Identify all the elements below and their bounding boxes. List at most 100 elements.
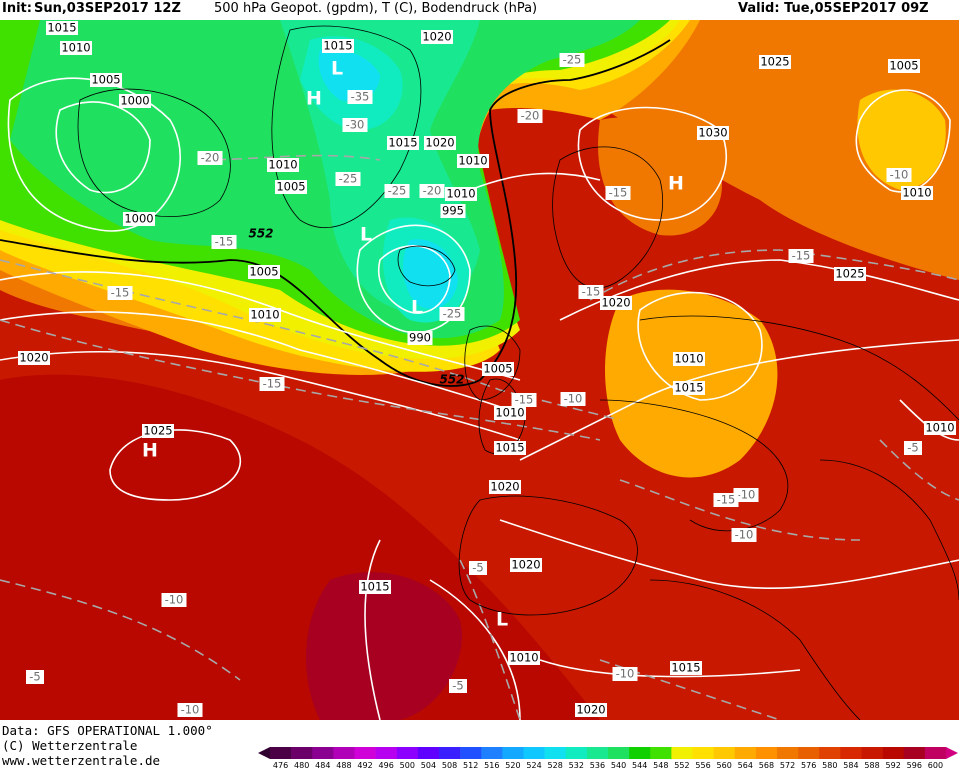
legend-tick-label: 532: [569, 761, 584, 769]
temperature-label: -35: [347, 90, 373, 104]
temperature-label: -15: [605, 186, 631, 200]
legend-tick-label: 544: [632, 761, 647, 769]
svg-text:-15: -15: [582, 285, 601, 299]
svg-text:-35: -35: [351, 90, 370, 104]
svg-text:-10: -10: [165, 593, 184, 607]
temperature-label: -20: [419, 184, 445, 198]
legend-swatch: [502, 747, 524, 759]
svg-text:-20: -20: [521, 109, 540, 123]
legend-swatch: [819, 747, 841, 759]
legend-tick-label: 584: [843, 761, 858, 769]
svg-text:990: 990: [409, 331, 431, 345]
temperature-label: -5: [26, 670, 44, 684]
legend-swatch: [460, 747, 482, 759]
legend-tick-label: 576: [801, 761, 816, 769]
svg-text:-5: -5: [29, 670, 40, 684]
svg-text:1000: 1000: [124, 212, 153, 226]
svg-text:1015: 1015: [388, 136, 417, 150]
pressure-label: 1020: [489, 480, 521, 494]
svg-text:-25: -25: [388, 184, 407, 198]
pressure-label: 1030: [697, 126, 729, 140]
legend-swatch: [692, 747, 714, 759]
svg-text:1025: 1025: [760, 55, 789, 69]
legend-swatch: [755, 747, 778, 759]
svg-text:1020: 1020: [19, 351, 48, 365]
legend-swatch: [629, 747, 651, 759]
legend-tick-label: 524: [526, 761, 541, 769]
svg-text:552: 552: [439, 373, 464, 387]
svg-text:L: L: [411, 297, 423, 319]
legend-swatch: [650, 747, 672, 759]
temperature-label: -25: [559, 53, 585, 67]
svg-text:1015: 1015: [495, 441, 524, 455]
legend-swatch: [840, 747, 862, 759]
legend-tick-label: 504: [421, 761, 436, 769]
pressure-isobars: [0, 77, 959, 720]
color-legend: 476 480 484 488 492 496 500 504 508 512 516 520 524 5…: [258, 747, 958, 773]
pressure-label: 1010: [508, 651, 540, 665]
pressure-label: 1010: [445, 187, 477, 201]
svg-text:L: L: [331, 58, 343, 80]
legend-swatch: [713, 747, 736, 759]
legend-swatch: [523, 747, 545, 759]
legend-swatch: [481, 747, 503, 759]
pressure-label: 1005: [888, 59, 920, 73]
svg-text:1030: 1030: [698, 126, 727, 140]
svg-text:1010: 1010: [509, 651, 538, 665]
legend-tick-label: 476: [273, 761, 288, 769]
pressure-label: 995: [440, 204, 466, 218]
legend-tick-label: 568: [759, 761, 774, 769]
temperature-label: -15: [578, 285, 604, 299]
svg-text:1015: 1015: [323, 39, 352, 53]
svg-text:-10: -10: [735, 528, 754, 542]
data-source: Data: GFS OPERATIONAL 1.000°: [2, 723, 213, 738]
legend-tick-label: 580: [822, 761, 837, 769]
legend-swatch: [903, 747, 926, 759]
temperature-label: -15: [511, 393, 537, 407]
pressure-label: 1005: [248, 265, 280, 279]
pressure-label: 1020: [510, 558, 542, 572]
legend-tick-label: 600: [928, 761, 943, 769]
temperature-label: -10: [560, 392, 586, 406]
svg-text:995: 995: [442, 204, 464, 218]
legend-swatch: [544, 747, 567, 759]
pressure-label: 1000: [119, 94, 151, 108]
pressure-label: 1010: [457, 154, 489, 168]
geopotential-bands: [0, 20, 959, 720]
svg-text:-10: -10: [737, 488, 756, 502]
temperature-label: -20: [197, 151, 223, 165]
low-pressure-marker: L: [411, 297, 423, 319]
legend-tick-label: 512: [463, 761, 478, 769]
pressure-label: 1010: [901, 186, 933, 200]
legend-swatch: [312, 747, 334, 759]
website-link[interactable]: www.wetterzentrale.de: [2, 753, 161, 768]
temperature-label: -10: [733, 488, 759, 502]
svg-text:1005: 1005: [91, 73, 120, 87]
pressure-label: 1005: [90, 73, 122, 87]
low-pressure-marker: L: [360, 224, 372, 246]
legend-swatch: [565, 747, 588, 759]
legend-swatch: [861, 747, 883, 759]
legend-tick-label: 560: [717, 761, 732, 769]
legend-tick-label: 564: [738, 761, 753, 769]
temperature-label: -5: [904, 441, 922, 455]
svg-text:H: H: [306, 88, 322, 110]
svg-text:-15: -15: [215, 235, 234, 249]
svg-text:1010: 1010: [925, 421, 954, 435]
legend-swatch: [798, 747, 820, 759]
svg-text:-25: -25: [339, 172, 358, 186]
svg-text:-15: -15: [263, 377, 282, 391]
legend-tick-label: 508: [442, 761, 457, 769]
legend-tick-label: 528: [548, 761, 563, 769]
pressure-label: 1010: [673, 352, 705, 366]
pressure-label: 1015: [494, 441, 526, 455]
svg-text:H: H: [668, 173, 684, 195]
legend-arrow-left: [258, 747, 270, 759]
svg-text:-15: -15: [717, 493, 736, 507]
legend-swatch: [396, 747, 419, 759]
temperature-label: -10: [731, 528, 757, 542]
weather-map: 1015 1010 1005 1000 1020 1015 1010 1005 1000 995 9…: [0, 20, 959, 720]
header: Init: Sun,03SEP2017 12Z 500 hPa Geopot. …: [0, 0, 959, 20]
svg-text:1020: 1020: [422, 30, 451, 44]
legend-swatch: [270, 747, 292, 759]
